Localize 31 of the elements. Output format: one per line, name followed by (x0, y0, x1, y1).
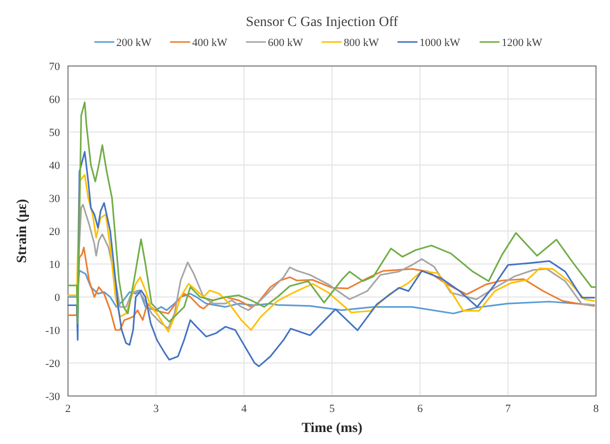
line-series (67, 174, 596, 332)
legend-label: 400 kW (192, 37, 228, 49)
y-tick-label: 10 (49, 258, 60, 271)
y-tick-label: 0 (54, 292, 60, 304)
line-series (67, 151, 596, 368)
y-tick-label: 60 (49, 94, 60, 106)
legend-label: 200 kW (116, 37, 152, 49)
y-tick-label: 20 (49, 226, 60, 238)
y-tick-label: -10 (45, 324, 60, 337)
legend-label: 1000 kW (420, 37, 461, 49)
x-tick-label: 8 (593, 403, 600, 415)
chart-title: Sensor C Gas Injection Off (246, 15, 398, 30)
y-tick-label: -30 (45, 390, 60, 403)
y-tick-label: 50 (49, 126, 60, 139)
x-tick-label: 7 (505, 403, 512, 415)
y-tick-label: 70 (49, 60, 60, 73)
x-tick-label: 6 (417, 403, 424, 415)
legend-label: 1200 kW (502, 37, 543, 49)
y-tick-label: -20 (45, 358, 60, 370)
y-tick-label: 30 (49, 192, 60, 205)
x-axis-title: Time (ms) (302, 421, 363, 436)
x-tick-label: 2 (65, 403, 71, 415)
line-series (67, 246, 596, 331)
y-axis-title: Strain (με) (15, 198, 30, 264)
x-tick-label: 4 (241, 403, 248, 415)
legend-label: 800 kW (344, 37, 380, 49)
x-tick-label: 5 (329, 403, 336, 415)
x-tick-label: 3 (153, 403, 160, 415)
legend-label: 600 kW (268, 37, 304, 49)
y-tick-label: 40 (49, 160, 60, 172)
line-series (67, 102, 597, 324)
